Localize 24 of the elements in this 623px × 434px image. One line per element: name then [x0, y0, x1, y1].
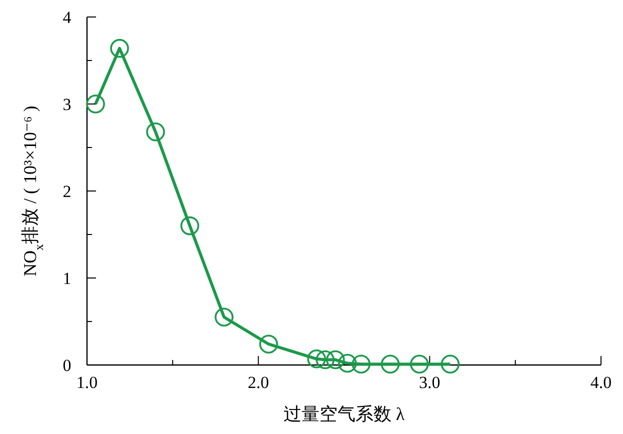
x-tick-label: 4.0 [590, 373, 612, 392]
point [307, 350, 326, 368]
point [259, 334, 278, 354]
point [86, 94, 105, 114]
y-tick-label: 0 [62, 356, 72, 375]
y-tick-label: 3 [62, 95, 72, 114]
point [146, 122, 165, 142]
y-tick-label: 1 [62, 269, 72, 288]
y-tick-label: 4 [62, 8, 72, 27]
point [214, 308, 234, 327]
point [110, 38, 129, 58]
x-tick-label: 3.0 [419, 373, 440, 392]
point [440, 354, 460, 374]
point [380, 354, 400, 374]
point [338, 354, 357, 373]
x-axis-title: 过量空气系数 λ [283, 404, 405, 424]
y-tick-label: 2 [62, 182, 72, 201]
point [410, 354, 429, 374]
point [352, 354, 371, 374]
point [316, 350, 335, 370]
x-tick-label: 1.0 [76, 373, 98, 392]
point [180, 216, 200, 236]
x-tick-label: 2.0 [248, 373, 269, 392]
point [326, 350, 345, 370]
